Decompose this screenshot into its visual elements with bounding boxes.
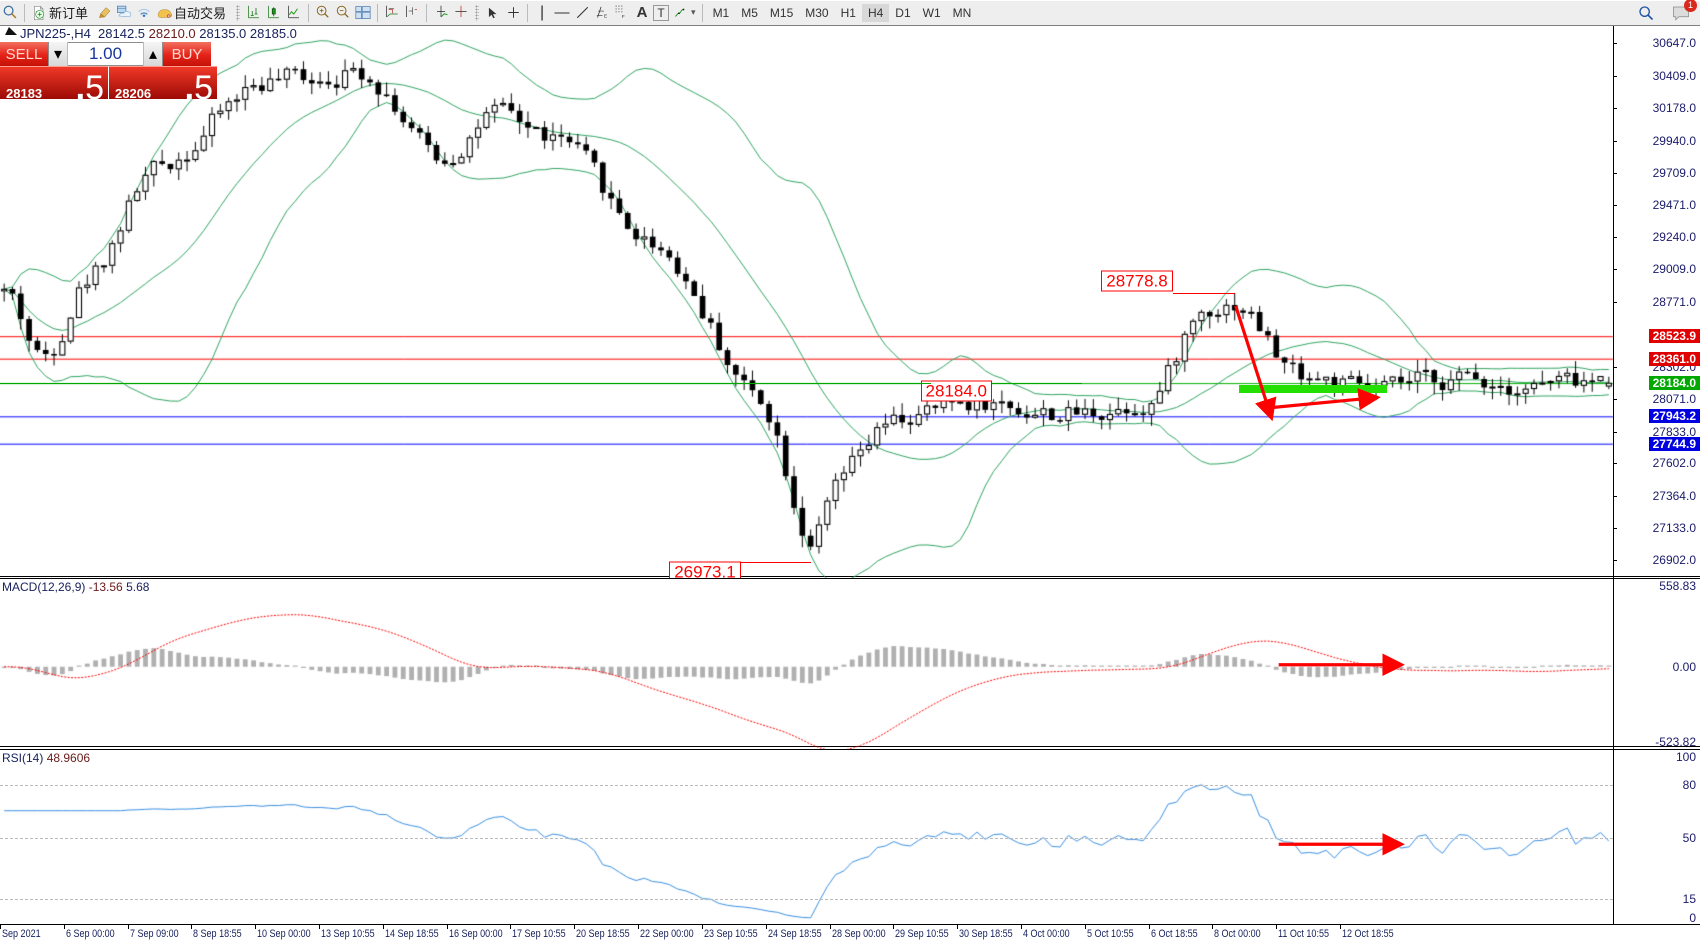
svg-text:F: F (621, 14, 624, 20)
svg-text:E: E (603, 13, 607, 19)
